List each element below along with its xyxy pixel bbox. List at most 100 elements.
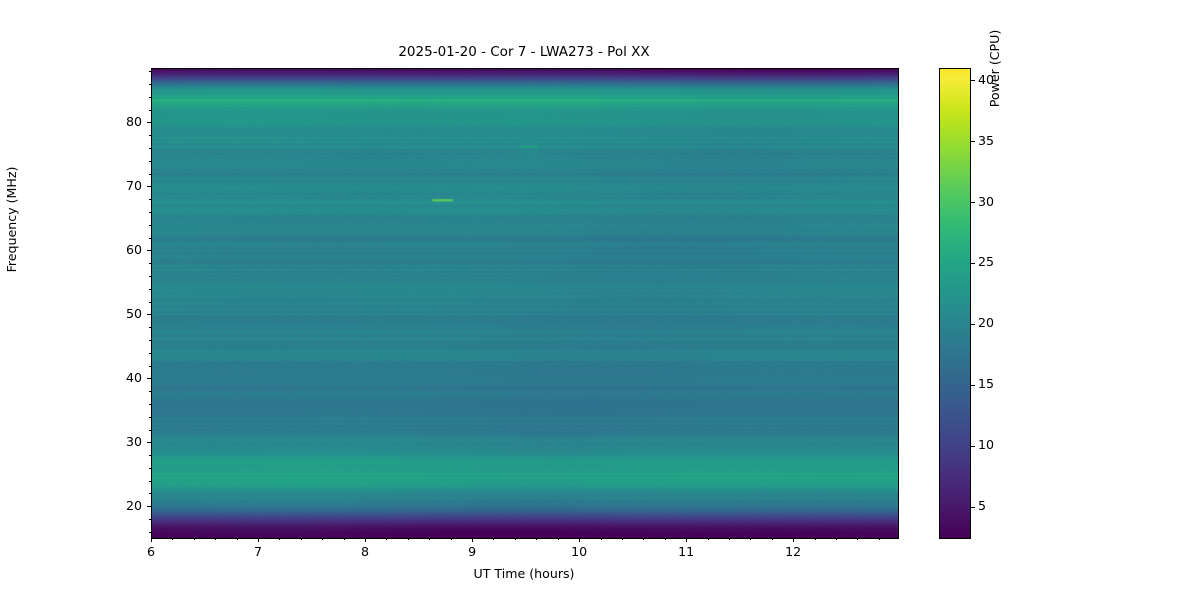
x-tick-minor	[536, 538, 538, 541]
colorbar-tick	[971, 384, 975, 386]
y-tick-minor	[149, 160, 152, 162]
x-tick-minor	[750, 538, 752, 541]
y-axis-label: Frequency (MHz)	[4, 166, 19, 273]
y-tick-major	[147, 506, 151, 508]
x-tick-major	[579, 538, 581, 542]
colorbar-tick-label: 30	[978, 193, 995, 209]
y-tick-minor	[149, 339, 152, 341]
x-tick-minor	[771, 538, 773, 541]
y-tick-major	[147, 442, 151, 444]
x-tick-minor	[215, 538, 217, 541]
x-tick-minor	[343, 538, 345, 541]
x-tick-minor	[279, 538, 281, 541]
x-tick-label: 12	[785, 544, 802, 559]
y-tick-minor	[149, 288, 152, 290]
x-tick-major	[151, 538, 152, 542]
x-tick-minor	[835, 538, 837, 541]
y-tick-minor	[149, 147, 152, 149]
x-tick-minor	[600, 538, 602, 541]
y-tick-label: 70	[125, 177, 142, 193]
y-tick-label: 50	[125, 305, 142, 321]
x-tick-minor	[664, 538, 666, 541]
y-tick-minor	[149, 199, 152, 201]
y-tick-minor	[149, 224, 152, 226]
x-axis-label: UT Time (hours)	[473, 566, 575, 581]
y-tick-minor	[149, 135, 152, 137]
y-tick-major	[147, 122, 151, 124]
y-tick-major	[147, 378, 151, 380]
plot-title: 2025-01-20 - Cor 7 - LWA273 - Pol XX	[398, 44, 650, 60]
x-tick-label: 8	[361, 544, 370, 559]
x-tick-minor	[429, 538, 431, 541]
x-tick-minor	[493, 538, 495, 541]
colorbar-tick-label: 35	[978, 132, 995, 148]
colorbar-tick	[971, 323, 975, 325]
y-tick-label: 20	[125, 497, 142, 513]
y-tick-label: 60	[125, 241, 142, 257]
colorbar-tick	[971, 445, 975, 447]
colorbar[interactable]	[939, 68, 971, 539]
x-tick-minor	[514, 538, 516, 541]
x-tick-label: 6	[146, 544, 156, 559]
dynamic-spectrum-heatmap[interactable]	[152, 69, 898, 538]
colorbar-label: Power (CPU)	[987, 29, 1002, 108]
y-tick-minor	[149, 263, 152, 265]
colorbar-tick-label: 25	[978, 254, 995, 270]
y-tick-minor	[149, 83, 152, 85]
y-tick-minor	[149, 237, 152, 239]
x-tick-minor	[322, 538, 324, 541]
colorbar-tick	[971, 80, 975, 82]
y-tick-minor	[149, 327, 152, 329]
x-tick-minor	[857, 538, 859, 541]
colorbar-tick	[971, 262, 975, 264]
x-tick-minor	[236, 538, 238, 541]
x-tick-minor	[557, 538, 559, 541]
x-tick-label: 10	[571, 544, 588, 559]
x-tick-minor	[728, 538, 730, 541]
x-tick-minor	[300, 538, 302, 541]
colorbar-tick-label: 15	[978, 376, 995, 392]
y-tick-minor	[149, 96, 152, 98]
colorbar-gradient	[940, 69, 970, 538]
x-tick-minor	[172, 538, 174, 541]
y-tick-minor	[149, 493, 152, 495]
y-tick-minor	[149, 352, 152, 354]
y-tick-minor	[149, 301, 152, 303]
x-tick-minor	[643, 538, 645, 541]
y-tick-label: 30	[125, 433, 142, 449]
y-tick-minor	[149, 109, 152, 111]
y-tick-minor	[149, 467, 152, 469]
spectrogram-axes[interactable]	[151, 68, 899, 539]
x-tick-minor	[386, 538, 388, 541]
y-tick-minor	[149, 531, 152, 533]
y-tick-minor	[149, 71, 152, 73]
colorbar-tick-label: 40	[978, 71, 995, 87]
y-tick-minor	[149, 391, 152, 393]
x-tick-major	[472, 538, 474, 542]
y-tick-minor	[149, 429, 152, 431]
x-tick-label: 7	[254, 544, 263, 559]
y-tick-minor	[149, 173, 152, 175]
y-tick-major	[147, 186, 151, 188]
x-tick-minor	[878, 538, 880, 541]
x-tick-minor	[707, 538, 709, 541]
y-tick-minor	[149, 416, 152, 418]
x-tick-major	[258, 538, 260, 542]
x-tick-minor	[814, 538, 816, 541]
x-tick-major	[793, 538, 795, 542]
colorbar-tick-label: 10	[978, 437, 995, 453]
y-tick-minor	[149, 211, 152, 213]
y-tick-major	[147, 250, 151, 252]
y-tick-minor	[149, 275, 152, 277]
y-tick-minor	[149, 480, 152, 482]
colorbar-tick	[971, 141, 975, 143]
x-tick-minor	[407, 538, 409, 541]
colorbar-tick-label: 5	[978, 498, 987, 514]
y-tick-label: 40	[125, 369, 142, 385]
y-tick-label: 80	[125, 113, 142, 129]
x-tick-label: 9	[468, 544, 477, 559]
x-tick-major	[686, 538, 688, 542]
colorbar-tick	[971, 202, 975, 203]
colorbar-tick-label: 20	[978, 315, 995, 331]
